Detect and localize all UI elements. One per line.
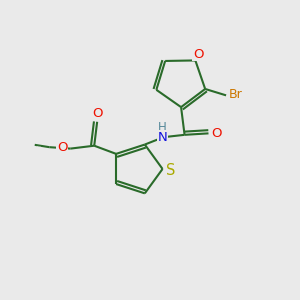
Text: O: O	[57, 141, 68, 154]
Text: O: O	[92, 106, 102, 119]
Text: O: O	[212, 127, 222, 140]
Text: H: H	[158, 121, 167, 134]
Text: O: O	[193, 47, 203, 61]
Text: methyl: methyl	[37, 145, 41, 147]
Text: N: N	[158, 131, 167, 144]
Text: S: S	[166, 163, 175, 178]
Text: Br: Br	[229, 88, 242, 101]
